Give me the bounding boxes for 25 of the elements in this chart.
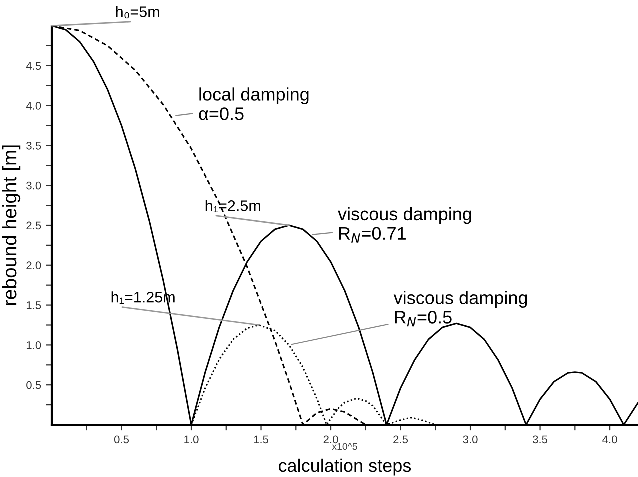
y-tick-label: 3.5 — [26, 142, 42, 150]
annotation: h₁=2.5m — [206, 200, 260, 213]
x-tick-label: 4.0 — [602, 436, 618, 444]
y-axis-title: rebound height [m] — [2, 146, 21, 306]
x-tick-label: 2.5 — [394, 436, 408, 444]
x-tick-label: 1.0 — [184, 436, 199, 444]
y-tick-label: 2.5 — [26, 222, 42, 230]
x-tick-label: 3.5 — [532, 436, 548, 444]
y-tick-label: 0.5 — [26, 381, 42, 390]
x-tick-label: 0.5 — [114, 436, 130, 444]
text: x10^5 — [332, 443, 358, 450]
y-tick-label: 4.0 — [26, 102, 42, 110]
x-axis-title: calculation steps — [279, 458, 412, 476]
y-tick-label: 4.5 — [26, 62, 42, 70]
y-tick-label: 2.0 — [26, 262, 42, 270]
annotation: h₀=5m — [116, 6, 160, 19]
series-label: local damping α=0.5 — [199, 88, 309, 120]
text: viscous damping R$_{N}$=0.5 — [394, 291, 528, 327]
x-tick-label: 2.0 — [324, 436, 338, 444]
x-tick-label: 1.5 — [254, 436, 269, 444]
y-tick-label: 3.0 — [26, 182, 42, 190]
series-label: viscous damping R$_{N}$=0.71 — [338, 207, 472, 243]
y-tick-label: 1.0 — [26, 341, 42, 350]
y-tick-label: 1.5 — [26, 302, 42, 310]
x-tick-label: 3.0 — [463, 436, 478, 444]
